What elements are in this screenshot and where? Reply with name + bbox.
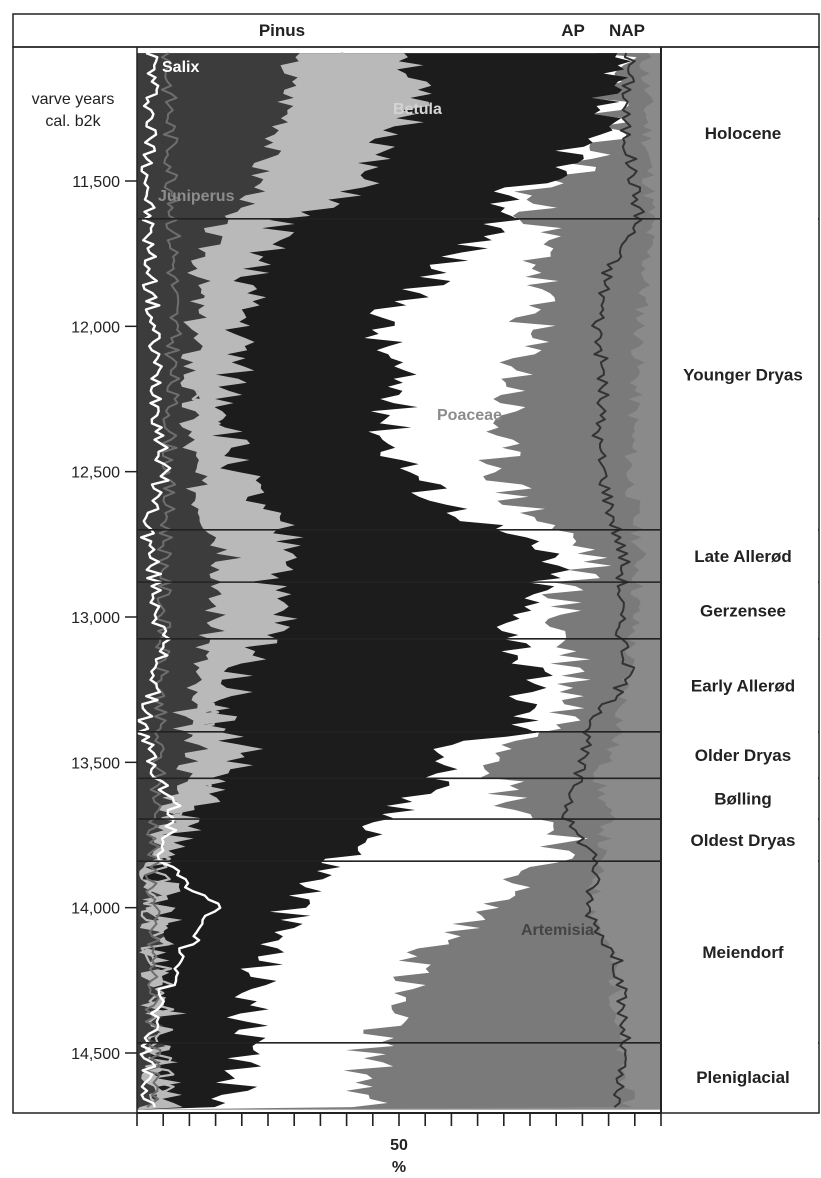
zone-label: Gerzensee [700,602,786,621]
y-tick-label: 12,500 [71,465,120,482]
zone-label: Late Allerød [694,547,792,566]
y-tick-label: 14,000 [71,901,120,918]
taxon-label-betula: Betula [393,101,442,118]
zone-labels: Holocene Younger Dryas Late Allerød Gerzens… [662,48,818,1112]
taxon-label-poaceae: Poaceae [437,407,502,424]
pollen-curves [135,51,645,1108]
zone-label: Pleniglacial [696,1068,790,1087]
x-axis-unit: % [392,1159,406,1176]
x-tick-label: 50 [390,1137,408,1154]
header-box [12,13,820,48]
y-tick-label: 12,000 [71,319,120,336]
x-axis: 50% [136,1112,662,1176]
zone-label: Bølling [714,790,772,809]
zone-column [662,48,818,1112]
header-ap: AP [561,21,585,40]
header-nap: NAP [609,21,645,40]
y-tick-label: 11,500 [72,174,120,191]
y-tick-label: 14,500 [71,1046,120,1063]
y-tick-label: 13,000 [71,610,120,627]
betula-area [137,53,432,1110]
zone-label: Meiendorf [702,943,784,962]
taxon-label-salix: Salix [162,59,199,76]
ap-nap-curve [561,52,645,1108]
y-axis: 11,500 12,000 12,500 13,000 13,500 14,000 14,5… [71,174,137,1063]
zone-label: Younger Dryas [683,365,803,384]
betula-curve [140,52,360,1108]
header-pinus: Pinus [259,21,305,40]
taxon-label-artemisia: Artemisia [521,922,594,939]
salix-curve [135,51,222,1108]
y-axis-label-line2: cal. b2k [45,113,101,130]
y-tick-label: 13,500 [71,755,120,772]
y-axis-label-line1: varve years [32,91,115,108]
zone-label: Oldest Dryas [691,831,796,850]
taxon-label-juniperus: Juniperus [158,188,235,205]
zone-label: Early Allerød [691,676,795,695]
zone-label: Holocene [705,124,782,143]
zone-label: Older Dryas [695,746,791,765]
juniperus-curve [143,52,183,1108]
